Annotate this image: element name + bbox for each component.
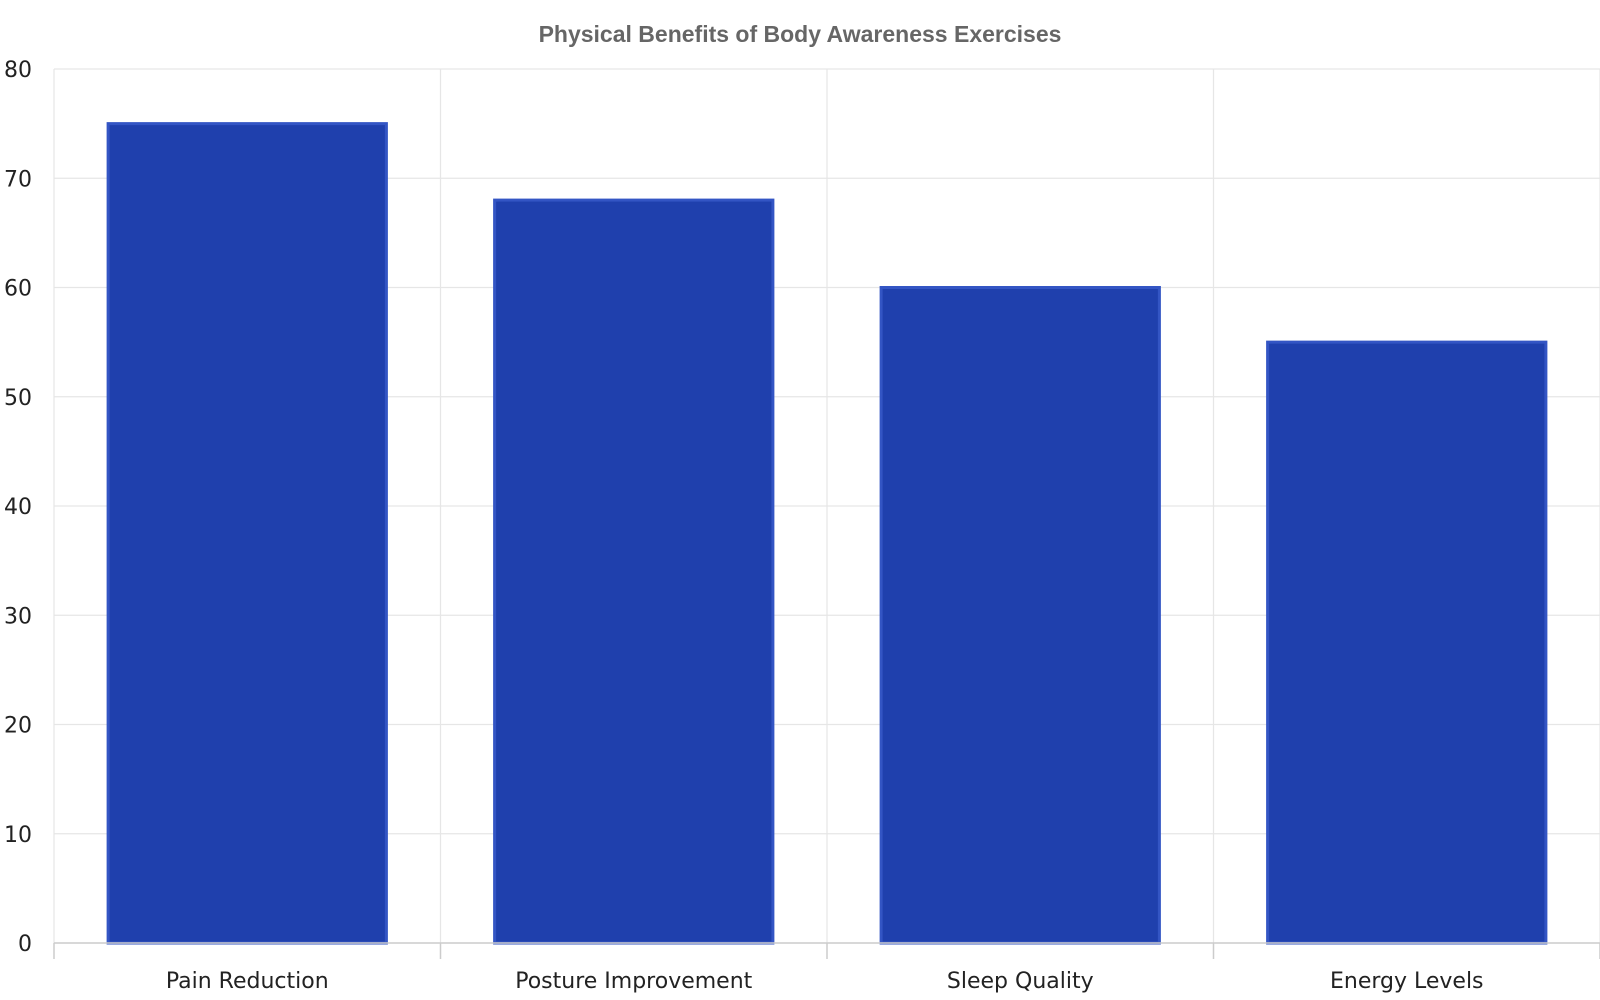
y-axis-ticks: 0 10 20 30 40 50 60 70 80 bbox=[4, 58, 32, 957]
chart-title: Physical Benefits of Body Awareness Exer… bbox=[539, 21, 1062, 47]
y-tick-label: 60 bbox=[4, 277, 32, 302]
y-tick-label: 30 bbox=[4, 604, 32, 629]
x-tick-label: Pain Reduction bbox=[166, 969, 329, 994]
y-tick-label: 10 bbox=[4, 823, 32, 848]
bar bbox=[106, 122, 388, 945]
axes bbox=[53, 942, 1600, 959]
y-tick-label: 70 bbox=[4, 167, 32, 192]
bars bbox=[106, 122, 1548, 945]
x-tick-label: Energy Levels bbox=[1330, 969, 1484, 994]
bar bbox=[493, 198, 775, 945]
y-tick-label: 50 bbox=[4, 386, 32, 411]
x-axis-ticks: Pain Reduction Posture Improvement Sleep Q… bbox=[166, 969, 1484, 994]
y-tick-label: 0 bbox=[18, 932, 32, 957]
bar bbox=[1266, 340, 1548, 945]
y-tick-label: 80 bbox=[4, 58, 32, 83]
y-tick-label: 40 bbox=[4, 495, 32, 520]
y-tick-label: 20 bbox=[4, 714, 32, 739]
x-tick-label: Sleep Quality bbox=[947, 969, 1094, 994]
x-tick-label: Posture Improvement bbox=[515, 969, 752, 994]
bar bbox=[879, 286, 1161, 945]
